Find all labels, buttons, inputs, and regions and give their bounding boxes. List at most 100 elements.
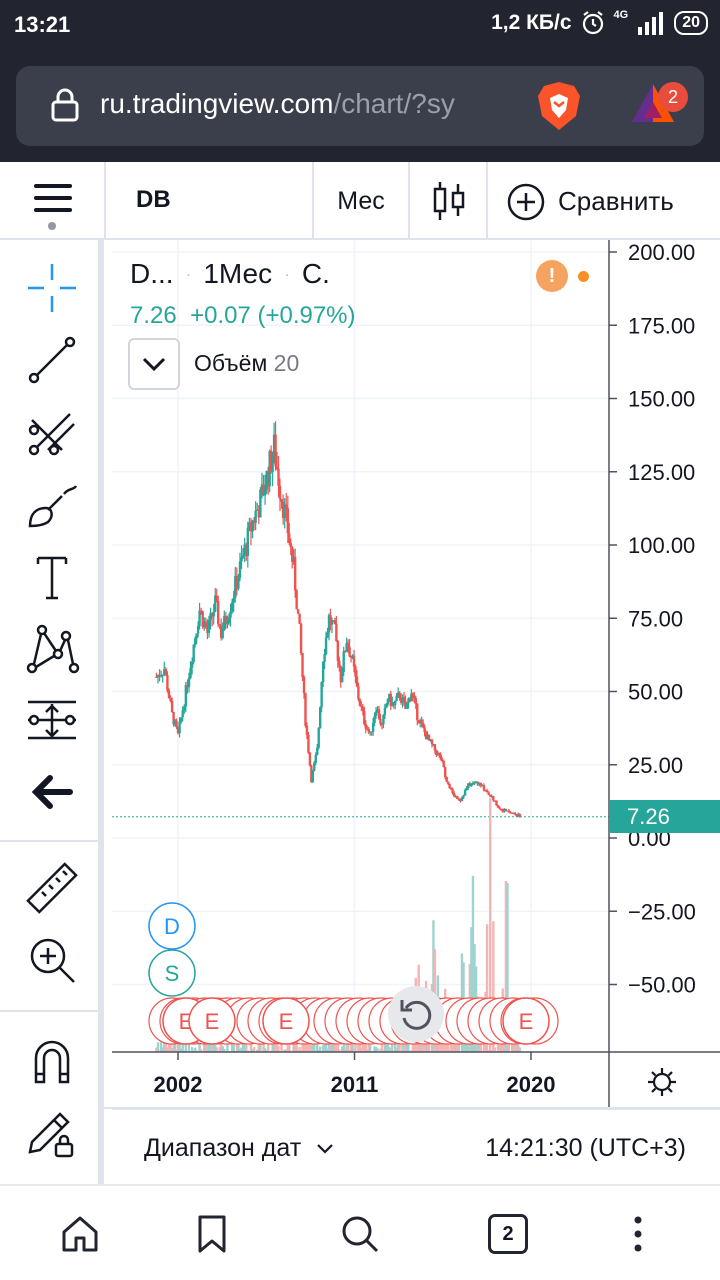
reset-chart-button[interactable] <box>388 986 444 1042</box>
candle-body <box>259 489 262 518</box>
price-axis[interactable]: 200.00 175.00 150.00 125.00 100.00 75.00 50.00… <box>608 240 696 1108</box>
volume-bar <box>195 1050 198 1052</box>
earnings-marker <box>346 997 394 1045</box>
candle-body <box>324 637 328 655</box>
pattern-icon[interactable] <box>22 618 82 678</box>
candle-body <box>496 805 500 808</box>
interval-button[interactable]: Мес <box>314 162 410 240</box>
volume-bar <box>295 1026 298 1052</box>
candle-body <box>433 744 437 751</box>
candle-body <box>438 752 441 756</box>
candle-body <box>380 723 384 725</box>
back-arrow-icon[interactable] <box>22 762 82 822</box>
candle-body <box>218 624 221 626</box>
candle-body <box>357 686 360 700</box>
candle-body <box>209 613 212 620</box>
reset-icon <box>400 1000 432 1030</box>
brave-shield-icon[interactable] <box>536 80 582 132</box>
volume-bar <box>212 1043 215 1052</box>
candle-body <box>164 668 168 675</box>
volume-bar <box>446 1010 450 1052</box>
earnings-marker <box>489 997 537 1045</box>
volume-bar <box>183 1050 186 1052</box>
forecast-tool-icon[interactable] <box>22 690 82 750</box>
candle-body <box>269 451 273 473</box>
warning-icon[interactable]: ! <box>536 260 568 292</box>
candle-body <box>238 561 242 578</box>
volume-bar <box>283 1049 286 1052</box>
zoom-in-icon[interactable] <box>22 930 82 990</box>
candle-body <box>427 734 431 741</box>
volume-bar <box>411 1041 415 1052</box>
lock-drawings-icon[interactable] <box>22 1104 82 1164</box>
volume-bar <box>487 1050 490 1052</box>
volume-bar <box>278 1050 282 1052</box>
url-text[interactable]: ru.tradingview.com/chart/?sy <box>100 88 530 120</box>
text-tool-icon[interactable] <box>22 546 82 606</box>
volume-bar <box>217 1051 220 1052</box>
candle-body <box>302 676 306 694</box>
menu-button[interactable] <box>0 162 106 240</box>
volume-bar <box>484 991 487 1052</box>
date-range-button[interactable]: Диапазон дат <box>144 1134 336 1163</box>
candle-body <box>317 727 320 748</box>
volume-bar <box>265 1050 268 1052</box>
volume-bar <box>298 1046 301 1052</box>
magnet-icon[interactable] <box>22 1032 82 1092</box>
legend-separator: · <box>181 266 196 284</box>
candle-body <box>358 699 362 706</box>
candle-body <box>274 434 277 467</box>
candle-body <box>310 765 313 783</box>
volume-bar <box>380 1033 384 1052</box>
trendline-icon[interactable] <box>22 330 82 390</box>
tabs-button[interactable]: 2 <box>488 1214 528 1254</box>
timezone-clock[interactable]: 14:21:30 (UTC+3) <box>485 1134 686 1162</box>
brush-icon[interactable] <box>22 474 82 534</box>
volume-bar <box>498 1036 501 1052</box>
symbol-search-button[interactable]: DB <box>112 162 314 240</box>
volume-bar <box>198 1025 201 1052</box>
candle-body <box>219 625 223 638</box>
candle-body <box>293 556 297 591</box>
candle-body <box>410 693 413 702</box>
volume-bar <box>179 1048 183 1052</box>
volume-bar <box>299 1050 303 1052</box>
symbol-legend[interactable]: D... · 1Мес · С. <box>130 258 330 290</box>
chart-type-button[interactable] <box>410 162 488 240</box>
price-tick-label: −25.00 <box>628 899 696 924</box>
ruler-icon[interactable] <box>22 858 82 918</box>
candle-body <box>281 501 285 519</box>
earnings-marker <box>511 997 559 1045</box>
pitchfork-icon[interactable] <box>22 402 82 462</box>
search-icon[interactable] <box>340 1214 380 1254</box>
time-axis[interactable]: 2002 2011 2020 <box>104 1051 720 1109</box>
candle-body <box>230 602 234 612</box>
compare-button[interactable]: Сравнить <box>490 162 720 240</box>
earnings-marker-label: E <box>519 1009 534 1034</box>
candles <box>155 421 521 818</box>
volume-bar <box>507 1032 511 1052</box>
candle-body <box>332 620 335 622</box>
crosshair-icon[interactable] <box>22 258 82 318</box>
bookmark-icon[interactable] <box>196 1214 228 1254</box>
price-tick-label: 75.00 <box>628 606 683 631</box>
candle-body <box>229 611 232 618</box>
more-options-icon[interactable] <box>628 1214 648 1254</box>
candle-body <box>192 644 195 662</box>
address-bar[interactable]: ru.tradingview.com/chart/?sy <box>16 66 704 146</box>
earnings-marker <box>335 997 383 1045</box>
event-markers[interactable]: DSE E E E <box>148 902 559 1045</box>
legend-collapse-button[interactable] <box>128 338 180 390</box>
candle-body <box>176 727 180 734</box>
candle-body <box>468 783 472 787</box>
home-icon[interactable] <box>60 1214 100 1254</box>
candle-body <box>402 697 406 702</box>
volume-bar <box>348 1049 351 1052</box>
volume-legend[interactable]: Объём 20 <box>194 350 299 377</box>
candle-body <box>265 470 268 490</box>
time-tick-label: 2011 <box>331 1072 379 1097</box>
candle-body <box>352 655 356 667</box>
volume-bar <box>342 1041 345 1052</box>
volume-bar <box>232 1037 235 1052</box>
chart-settings-icon[interactable] <box>646 1066 678 1098</box>
